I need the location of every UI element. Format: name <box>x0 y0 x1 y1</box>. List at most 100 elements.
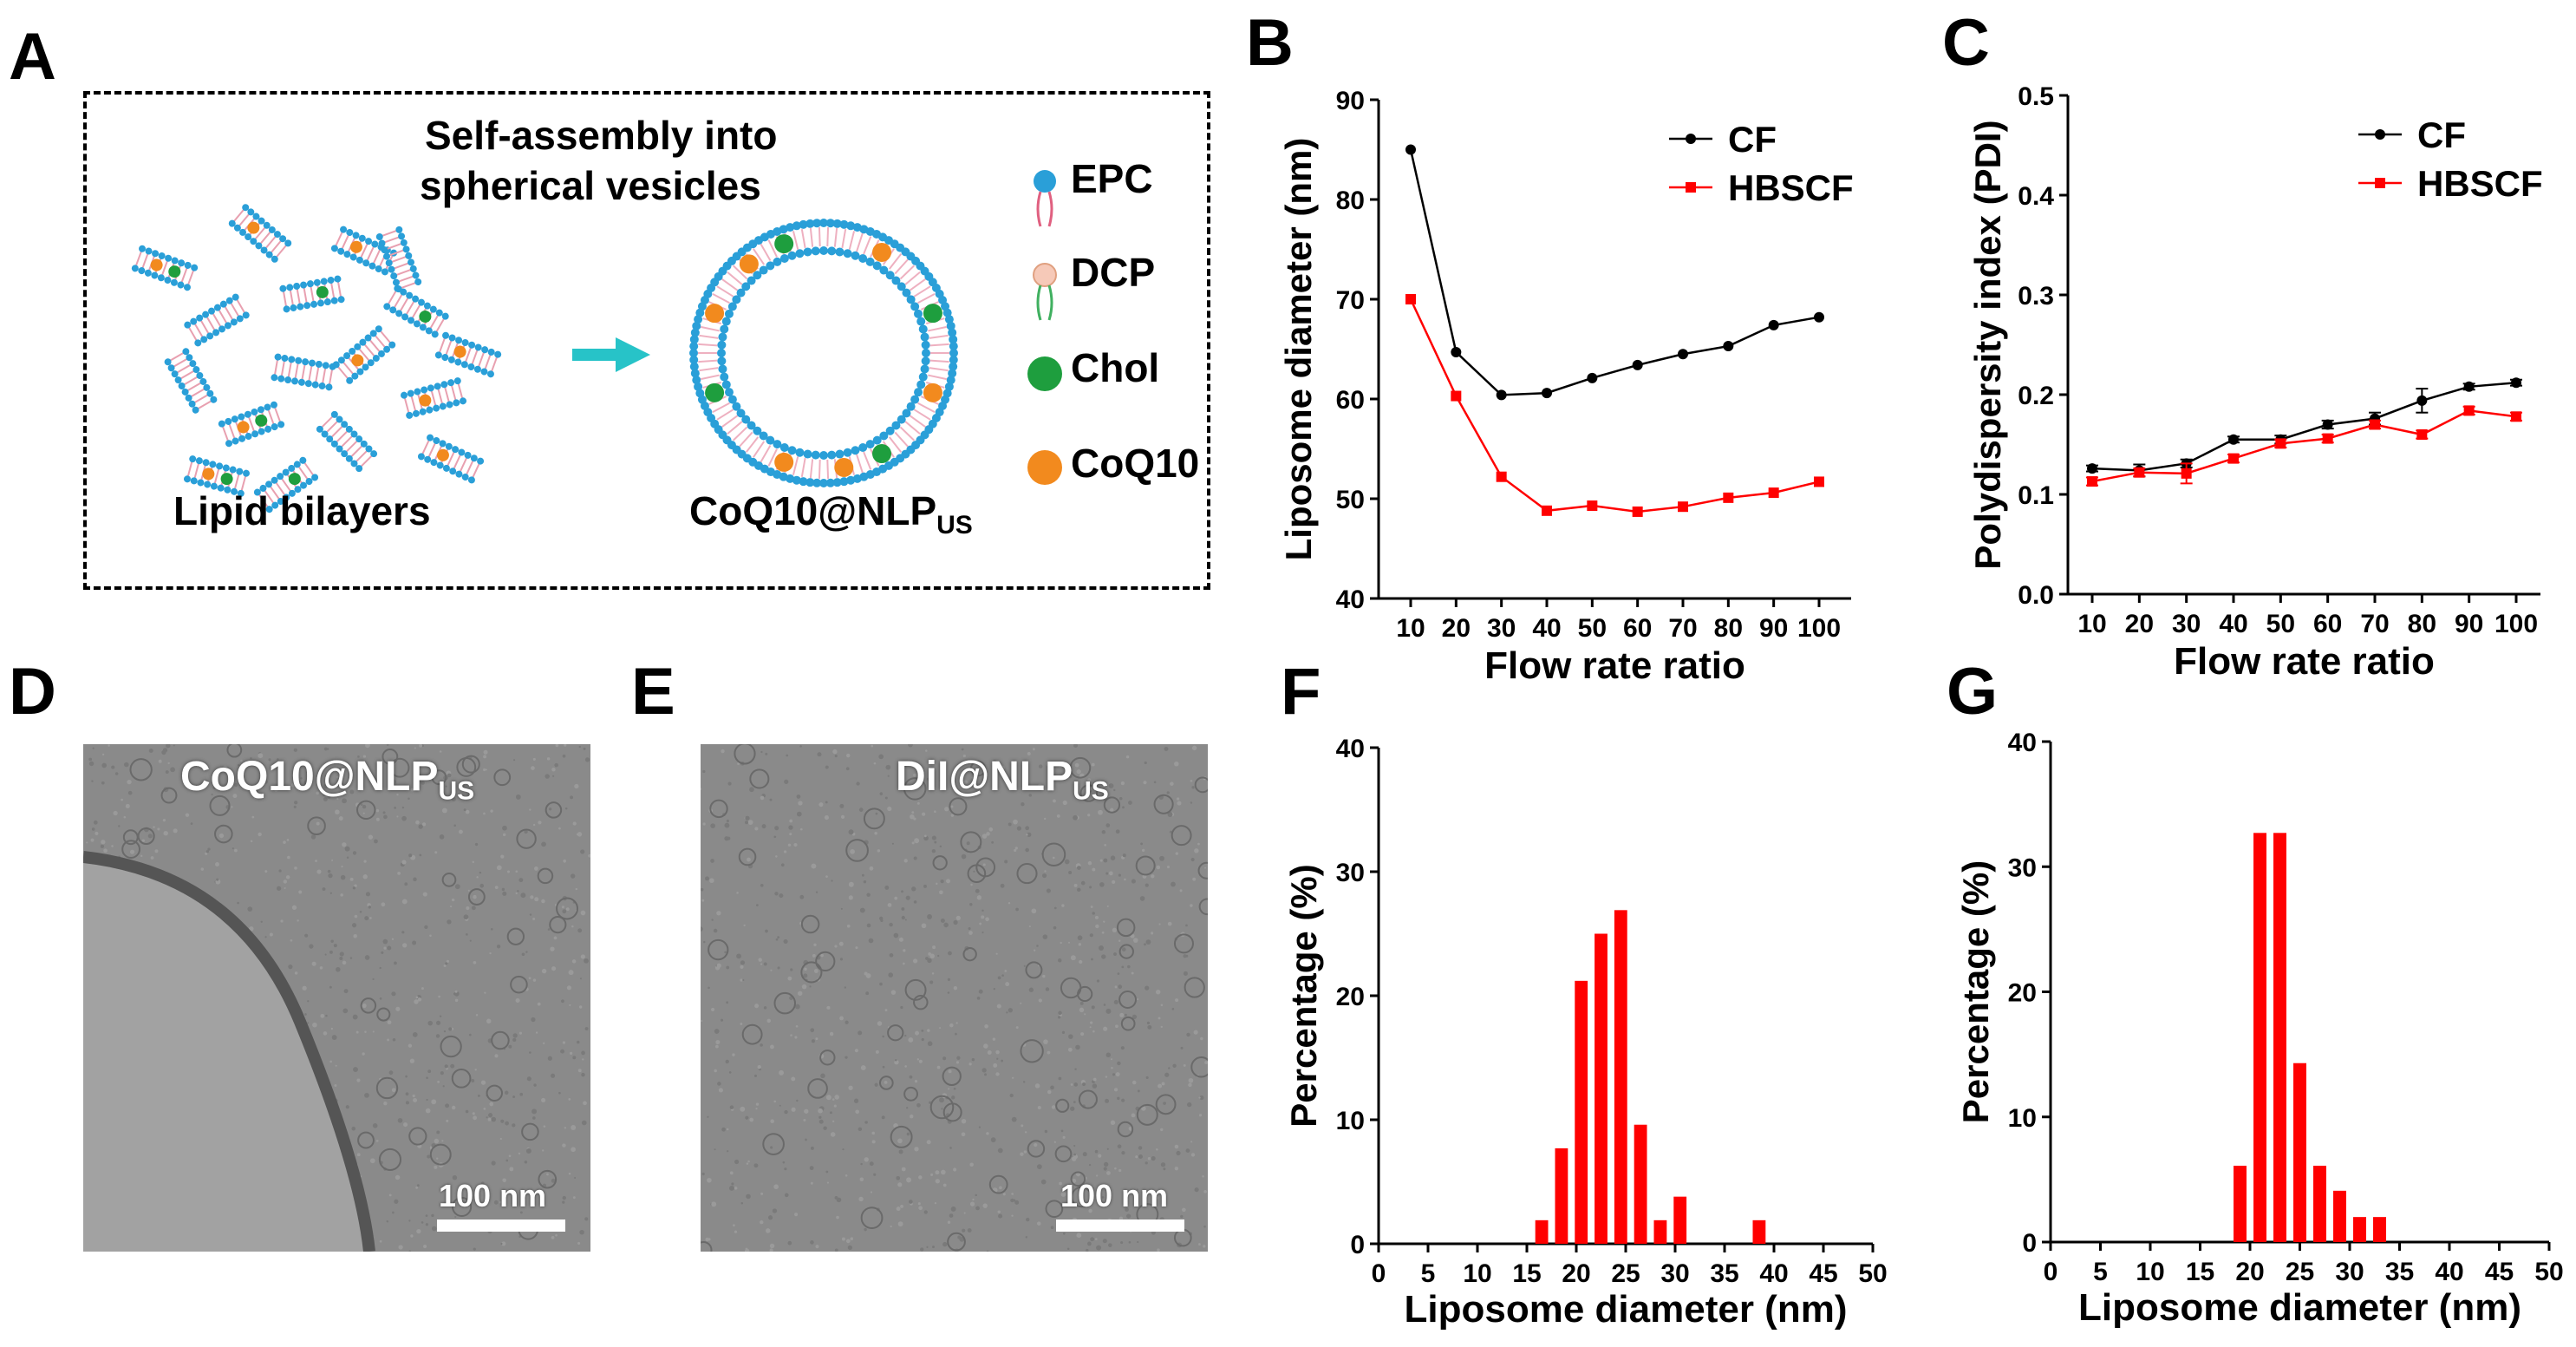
x-tick-label: 5 <box>2093 1258 2108 1286</box>
x-tick-label: 90 <box>1759 614 1788 643</box>
legend-label: CF <box>2417 114 2466 155</box>
data-point <box>1678 349 1688 360</box>
x-tick-label: 50 <box>2266 610 2295 638</box>
x-tick-label: 10 <box>1396 614 1425 643</box>
x-tick-label: 0 <box>2044 1258 2058 1286</box>
x-tick-label: 50 <box>1578 614 1607 643</box>
panel-label-c: C <box>1942 6 1990 80</box>
x-tick-label: 40 <box>2219 610 2247 638</box>
chart-b: 40 50 60 70 80 90 10 20 30 40 50 60 70 80 90 100 Flow ra… <box>1278 87 1854 687</box>
data-point <box>1768 319 1779 330</box>
bar <box>2293 1063 2306 1242</box>
right-caption: CoQ10@NLPUS <box>689 489 973 539</box>
bar <box>1575 980 1588 1244</box>
schematic-title-line2: spherical vesicles <box>420 163 761 208</box>
tem-label-d: CoQ10@NLPUS <box>180 753 474 807</box>
data-point <box>2275 438 2286 449</box>
bilayer-fragment <box>383 284 449 338</box>
tem-label-e-main: DiI@NLP <box>896 754 1073 800</box>
panel-label-b: B <box>1246 6 1294 80</box>
tem-label-d-sub: US <box>438 776 475 806</box>
x-tick-label: 100 <box>1797 614 1841 643</box>
data-point <box>1587 500 1598 512</box>
scale-bar-d <box>437 1219 565 1232</box>
data-point <box>2087 463 2097 474</box>
y-axis-label: Percentage (%) <box>1955 860 1996 1123</box>
y-tick-label: 90 <box>1336 87 1365 115</box>
legend-chol-icon <box>1027 356 1062 391</box>
x-tick-label: 50 <box>2534 1258 2563 1286</box>
chart-f: 0 10 20 30 40 0 5 10 15 20 25 30 35 40 45 50 Liposome di… <box>1283 735 1888 1331</box>
x-axis-label: Flow rate ratio <box>2174 640 2435 683</box>
bar <box>1535 1219 1549 1244</box>
y-tick-label: 40 <box>1336 585 1365 614</box>
x-tick-label: 0 <box>1372 1259 1386 1288</box>
legend-label: HBSCF <box>2417 163 2543 204</box>
y-tick-label: 60 <box>1336 386 1365 415</box>
x-tick-label: 15 <box>2186 1258 2214 1286</box>
x-tick-label: 40 <box>1759 1259 1788 1288</box>
schematic-panel: Self-assembly into spherical vesicles Li… <box>83 91 1210 590</box>
bar <box>2353 1217 2366 1242</box>
data-point <box>2087 476 2097 487</box>
legend-dcp-label: DCP <box>1071 250 1156 295</box>
y-tick-label: 50 <box>1336 486 1365 514</box>
x-tick-label: 90 <box>2455 610 2483 638</box>
x-tick-label: 50 <box>1858 1259 1887 1288</box>
legend-label: CF <box>1728 119 1777 160</box>
y-tick-label: 40 <box>1336 735 1365 763</box>
legend-dcp-icon <box>1033 263 1057 287</box>
data-point <box>1723 341 1734 352</box>
x-tick-label: 80 <box>2408 610 2436 638</box>
bar <box>1614 910 1627 1244</box>
x-tick-label: 20 <box>1442 614 1471 643</box>
tem-image-d: CoQ10@NLPUS 100 nm <box>83 744 590 1252</box>
scale-text-e: 100 nm <box>1060 1178 1169 1213</box>
x-tick-label: 10 <box>1463 1259 1491 1288</box>
bar <box>1555 1148 1568 1244</box>
series-line-cf <box>1409 149 1820 396</box>
x-axis-label: Liposome diameter (nm) <box>1405 1288 1848 1331</box>
panel-label-f: F <box>1281 655 1321 729</box>
bilayer-fragment <box>279 275 345 313</box>
data-point <box>1678 501 1688 513</box>
data-point <box>1542 388 1552 399</box>
schematic-drawing <box>131 170 1062 513</box>
x-tick-label: 100 <box>2494 610 2538 638</box>
data-point <box>2511 377 2521 389</box>
schematic-title-line1: Self-assembly into <box>425 113 778 158</box>
y-axis-label: Percentage (%) <box>1283 864 1324 1127</box>
legend-marker <box>1686 134 1696 144</box>
data-point <box>2322 419 2333 430</box>
y-axis-label: Polydispersity index (PDI) <box>1967 120 2008 569</box>
data-point <box>2181 458 2192 469</box>
bilayer-fragment <box>375 226 422 293</box>
legend-coq10-icon <box>1027 450 1062 485</box>
data-point <box>2511 411 2521 422</box>
y-tick-label: 0.3 <box>2018 282 2054 311</box>
data-point <box>2228 434 2239 445</box>
series-line-hbscf <box>1409 298 1820 513</box>
series-line-cf <box>2091 381 2517 472</box>
tem-label-e-sub: US <box>1073 776 1109 806</box>
chart-c: 0.0 0.1 0.2 0.3 0.4 0.5 10 20 30 40 50 60 70 80 90 100 F… <box>1967 82 2543 683</box>
bilayer-fragment <box>228 204 292 263</box>
scale-text-d: 100 nm <box>439 1178 547 1213</box>
x-tick-label: 10 <box>2136 1258 2164 1286</box>
right-caption-main: CoQ10@NLP <box>689 488 937 533</box>
y-tick-label: 0.1 <box>2018 481 2054 510</box>
tem-image-e: DiI@NLPUS 100 nm <box>701 744 1208 1252</box>
data-point <box>1814 311 1824 323</box>
right-caption-sub: US <box>936 511 973 540</box>
x-tick-label: 25 <box>2286 1258 2314 1286</box>
x-axis-label: Flow rate ratio <box>1484 644 1745 687</box>
y-tick-label: 10 <box>1336 1107 1365 1135</box>
data-point <box>2416 395 2428 406</box>
data-point <box>1632 359 1643 370</box>
data-point <box>1632 506 1643 517</box>
scale-bar-e <box>1056 1219 1184 1232</box>
bilayer-fragment <box>332 325 396 384</box>
bilayer-fragment <box>183 455 251 497</box>
y-axis-label: Liposome diameter (nm) <box>1278 138 1319 561</box>
data-point <box>1542 505 1552 516</box>
